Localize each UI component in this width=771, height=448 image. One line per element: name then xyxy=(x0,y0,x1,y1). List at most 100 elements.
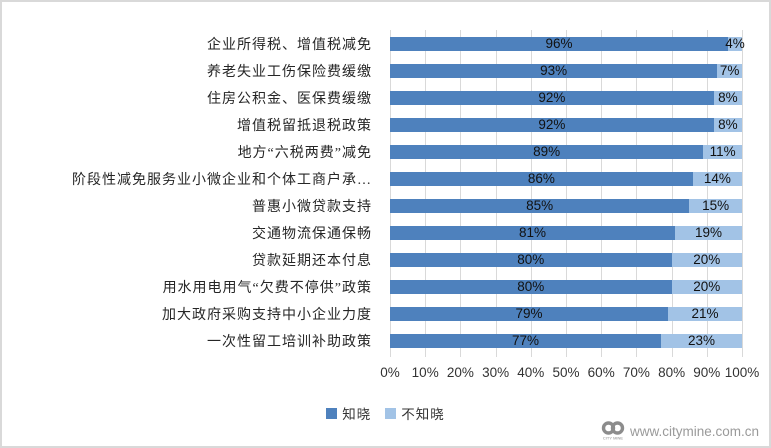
bar-segment-aware: 80% xyxy=(390,251,672,267)
value-label-unaware: 8% xyxy=(718,89,738,105)
bar-segment-unaware: 11% xyxy=(703,143,742,159)
legend-item-aware: 知晓 xyxy=(326,403,371,423)
bar-segment-unaware: 20% xyxy=(671,251,742,267)
category-label: 用水用电用气“欠费不停供”政策 xyxy=(162,280,372,296)
stacked-bar: 96% 4% xyxy=(390,35,745,51)
category-row: 一次性留工培训补助政策 77% 23% xyxy=(2,327,769,354)
x-axis-tick-label: 90% xyxy=(693,365,721,380)
bar-segment-aware: 77% xyxy=(390,332,662,348)
value-label-unaware: 8% xyxy=(718,116,738,132)
gridline xyxy=(566,30,567,357)
value-label-unaware: 15% xyxy=(702,197,730,213)
bar-segment-aware: 80% xyxy=(390,279,672,294)
gridline xyxy=(425,30,427,357)
x-axis-tick-label: 40% xyxy=(517,365,545,380)
category-row: 交通物流保通保畅 81% 19% xyxy=(2,219,769,246)
gridline xyxy=(390,30,391,357)
stacked-bar: 81% 19% xyxy=(390,224,742,240)
category-row: 普惠小微贷款支持 85% 15% xyxy=(2,192,769,219)
bar-segment-unaware: 4% xyxy=(725,35,745,51)
bar-segment-unaware: 20% xyxy=(671,278,742,294)
x-axis-tick-label: 30% xyxy=(482,365,510,380)
category-label: 增值税留抵退税政策 xyxy=(237,118,372,134)
stacked-bar: 92% 8% xyxy=(390,116,742,132)
bar-segment-aware: 85% xyxy=(390,197,690,213)
value-label-unaware: 4% xyxy=(725,35,745,51)
legend-label-unaware: 不知晓 xyxy=(401,407,445,422)
value-label-aware: 80% xyxy=(517,251,545,267)
value-label-unaware: 23% xyxy=(687,332,716,348)
value-label-aware: 77% xyxy=(512,332,540,348)
legend-item-unaware: 不知晓 xyxy=(385,403,445,423)
bar-segment-aware: 96% xyxy=(390,35,728,51)
category-row: 住房公积金、医保费缓缴 92% 8% xyxy=(2,84,769,111)
stacked-bar: 77% 23% xyxy=(390,332,742,348)
bar-segment-unaware: 14% xyxy=(692,170,742,186)
gridline xyxy=(530,30,532,357)
bar-segment-unaware: 8% xyxy=(713,89,742,105)
watermark-url: www.citymine.com.cn xyxy=(629,423,759,439)
value-label-aware: 92% xyxy=(538,116,566,132)
stacked-bar: 93% 7% xyxy=(390,62,742,78)
stacked-bar: 89% 11% xyxy=(390,143,742,159)
category-label: 贷款延期还本付息 xyxy=(252,253,372,269)
category-label: 交通物流保通保畅 xyxy=(252,226,372,242)
category-label: 企业所得税、增值税减免 xyxy=(207,37,372,53)
x-axis-tick-label: 0% xyxy=(380,365,400,380)
value-label-unaware: 20% xyxy=(693,278,721,294)
legend-label-aware: 知晓 xyxy=(342,407,372,422)
category-row: 加大政府采购支持中小企业力度 79% 21% xyxy=(2,300,769,327)
stacked-bar: 80% 20% xyxy=(390,278,742,294)
category-row: 增值税留抵退税政策 92% 8% xyxy=(2,111,769,138)
value-label-aware: 79% xyxy=(515,305,543,321)
bar-segment-unaware: 19% xyxy=(675,224,742,240)
gridline xyxy=(671,30,673,357)
category-label: 住房公积金、医保费缓缴 xyxy=(207,91,372,107)
value-label-aware: 96% xyxy=(545,35,573,51)
gridline xyxy=(495,30,497,357)
x-axis-tick-label: 80% xyxy=(658,365,686,380)
category-row: 企业所得税、增值税减免 96% 4% xyxy=(2,30,769,57)
bar-segment-unaware: 23% xyxy=(661,332,742,348)
x-axis-tick-label: 70% xyxy=(622,365,650,380)
category-label: 阶段性减免服务业小微企业和个体工商户承… xyxy=(72,172,372,188)
category-label: 一次性留工培训补助政策 xyxy=(207,334,372,350)
category-row: 地方“六税两费”减免 89% 11% xyxy=(2,138,769,165)
category-row: 用水用电用气“欠费不停供”政策 80% 20% xyxy=(2,273,769,300)
bar-segment-unaware: 7% xyxy=(717,62,742,78)
legend-swatch-unaware xyxy=(385,407,397,419)
bar-segment-aware: 89% xyxy=(390,143,704,159)
value-label-unaware: 19% xyxy=(695,224,723,240)
bar-segment-aware: 92% xyxy=(390,116,714,132)
gridline xyxy=(601,30,603,357)
citymine-logo-caption: CITY MINE xyxy=(603,436,623,441)
value-label-aware: 89% xyxy=(533,143,561,159)
bar-segment-aware: 81% xyxy=(390,224,676,240)
stacked-bar: 85% 15% xyxy=(390,197,742,213)
value-label-aware: 81% xyxy=(519,224,547,240)
bar-segment-aware: 86% xyxy=(390,171,693,186)
value-label-unaware: 14% xyxy=(703,170,731,186)
legend-swatch-aware xyxy=(326,407,338,419)
category-label: 地方“六税两费”减免 xyxy=(237,145,372,161)
watermark: CITY MINE www.citymine.com.cn xyxy=(601,420,759,442)
bar-segment-unaware: 15% xyxy=(689,197,742,213)
gridline xyxy=(706,30,708,357)
bar-segment-unaware: 8% xyxy=(713,116,742,132)
gridline xyxy=(742,30,743,357)
category-row: 阶段性减免服务业小微企业和个体工商户承… 86% 14% xyxy=(2,165,769,192)
bar-segment-unaware: 21% xyxy=(668,305,742,321)
legend: 知晓 不知晓 xyxy=(2,403,769,423)
stacked-bar: 86% 14% xyxy=(390,170,742,186)
category-label: 养老失业工伤保险费缓缴 xyxy=(207,64,372,80)
gridline xyxy=(636,30,638,357)
x-axis-tick-label: 60% xyxy=(587,365,615,380)
value-label-aware: 85% xyxy=(526,197,554,213)
bar-segment-aware: 79% xyxy=(390,305,669,321)
value-label-unaware: 20% xyxy=(693,251,721,267)
value-label-unaware: 7% xyxy=(719,62,740,78)
stacked-bar: 92% 8% xyxy=(390,89,742,105)
value-label-unaware: 21% xyxy=(691,305,719,321)
x-axis-tick-label: 20% xyxy=(446,365,474,380)
value-label-unaware: 11% xyxy=(709,143,736,159)
